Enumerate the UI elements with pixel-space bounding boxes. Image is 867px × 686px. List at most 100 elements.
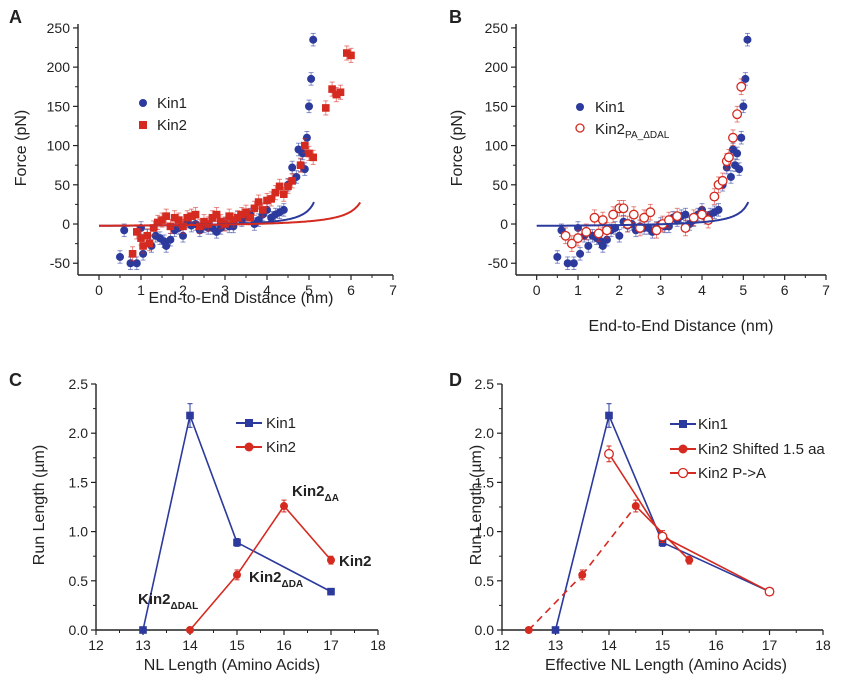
data-point: [551, 626, 560, 634]
y-tick-label: -50: [50, 255, 70, 271]
data-point: [279, 205, 288, 214]
data-point: [735, 165, 744, 174]
data-point: [284, 182, 292, 191]
x-tick-label: 3: [657, 282, 665, 298]
panel-a-xlabel: End-to-End Distance (nm): [149, 290, 334, 307]
data-point: [553, 252, 562, 261]
connector-line: [608, 453, 664, 537]
panel-d-xlabel: Effective NL Length (Amino Acids): [545, 657, 787, 674]
data-point: [263, 196, 271, 205]
data-point: [336, 88, 345, 97]
data-point: [288, 163, 297, 172]
x-tick-label: 5: [739, 282, 747, 298]
data-point: [618, 203, 629, 214]
legend-label-kin1: Kin1: [595, 99, 625, 116]
panel-b-label: B: [449, 7, 462, 27]
data-point: [139, 242, 147, 250]
panel-d: D 12 13 14 15 16 17 18 0.0 0.5 1.0 1.5 2.0 2.5 Effec…: [449, 370, 831, 674]
data-point: [604, 448, 614, 459]
data-point: [301, 141, 309, 150]
panel-b-ylabel: Force (pN): [449, 110, 466, 186]
data-point: [327, 587, 335, 596]
data-point: [183, 213, 191, 222]
series-kin2-fit: [99, 201, 362, 227]
legend-label-kin2: Kin2: [157, 117, 187, 134]
panel-c-xlabel: NL Length (Amino Acids): [144, 657, 320, 674]
data-point: [280, 502, 288, 511]
y-tick-label: 200: [485, 59, 509, 75]
y-tick-label: 50: [54, 177, 70, 193]
data-point: [233, 570, 241, 579]
legend-marker-kin1: [576, 103, 584, 111]
y-tick-label: 1.5: [475, 474, 495, 490]
x-tick-label: 4: [263, 282, 271, 298]
y-tick-label: 2.5: [69, 376, 89, 392]
data-point: [116, 252, 124, 261]
y-tick-label: 250: [47, 20, 71, 36]
series-kin2-p-a: [604, 445, 775, 597]
y-tick-label: -50: [488, 255, 508, 271]
data-point: [343, 49, 351, 57]
data-point: [250, 204, 259, 213]
legend-label-kin1: Kin1: [157, 95, 187, 112]
data-point: [305, 102, 313, 111]
data-point: [681, 210, 690, 219]
data-point: [327, 556, 335, 565]
data-point: [233, 213, 242, 222]
data-point: [688, 212, 699, 223]
data-point: [578, 570, 587, 579]
panel-a-legend: Kin1 Kin2: [139, 95, 187, 134]
legend-marker-kin1: [679, 420, 687, 428]
x-tick-label: 6: [347, 282, 355, 298]
data-point: [726, 172, 735, 181]
data-point: [581, 226, 592, 237]
data-point: [305, 149, 313, 158]
data-point: [524, 626, 533, 634]
data-point: [741, 74, 750, 83]
data-point: [737, 133, 746, 142]
data-point: [143, 231, 152, 240]
data-point: [196, 222, 204, 231]
data-point: [593, 228, 604, 239]
x-tick-label: 1: [574, 282, 582, 298]
data-point: [645, 207, 656, 218]
data-point: [685, 556, 694, 565]
data-annotation: Kin2ΔA: [292, 483, 339, 504]
series-kin2-shifted-1-5-aa: [524, 499, 694, 634]
x-tick-label: 18: [815, 637, 831, 653]
legend-label-kin1: Kin1: [698, 416, 728, 433]
x-tick-label: 4: [698, 282, 706, 298]
x-tick-label: 15: [229, 637, 245, 653]
data-point: [200, 217, 208, 226]
legend-marker-kin2-pa-ddal: [575, 123, 585, 133]
data-point: [598, 241, 607, 250]
x-tick-label: 14: [601, 637, 617, 653]
y-tick-label: 0: [62, 216, 70, 232]
x-tick-label: 16: [708, 637, 724, 653]
data-annotation: Kin2ΔDAL: [138, 591, 198, 612]
series-kin2: [128, 45, 355, 262]
data-point: [307, 74, 316, 83]
data-point: [651, 225, 662, 236]
panel-c-label: C: [9, 370, 22, 390]
y-tick-label: 100: [47, 138, 71, 154]
data-point: [302, 133, 311, 142]
data-point: [187, 212, 196, 220]
data-point: [322, 104, 330, 112]
plot-c: 12 13 14 15 16 17 18 0.0 0.5 1.0 1.5 2.0 2.5 Kin2ΔDAL…: [69, 376, 386, 653]
x-tick-label: 3: [221, 282, 229, 298]
data-point: [560, 230, 571, 241]
legend-label-kin2: Kin2: [266, 439, 296, 456]
x-tick-label: 17: [323, 637, 339, 653]
data-point: [259, 206, 267, 214]
panel-a: A 0 1 2 3 4 5 6 7 -50 0 50 100 150 200 250 End-to-End …: [9, 7, 397, 307]
panel-d-legend: Kin1 Kin2 Shifted 1.5 aa Kin2 P->A: [670, 416, 825, 482]
data-point: [728, 132, 738, 143]
y-tick-label: 2.5: [475, 376, 495, 392]
legend-label-kin2-shifted: Kin2 Shifted 1.5 aa: [698, 441, 825, 458]
data-point: [672, 211, 683, 222]
data-point: [296, 161, 305, 169]
data-point: [166, 222, 175, 231]
data-point: [120, 226, 129, 235]
